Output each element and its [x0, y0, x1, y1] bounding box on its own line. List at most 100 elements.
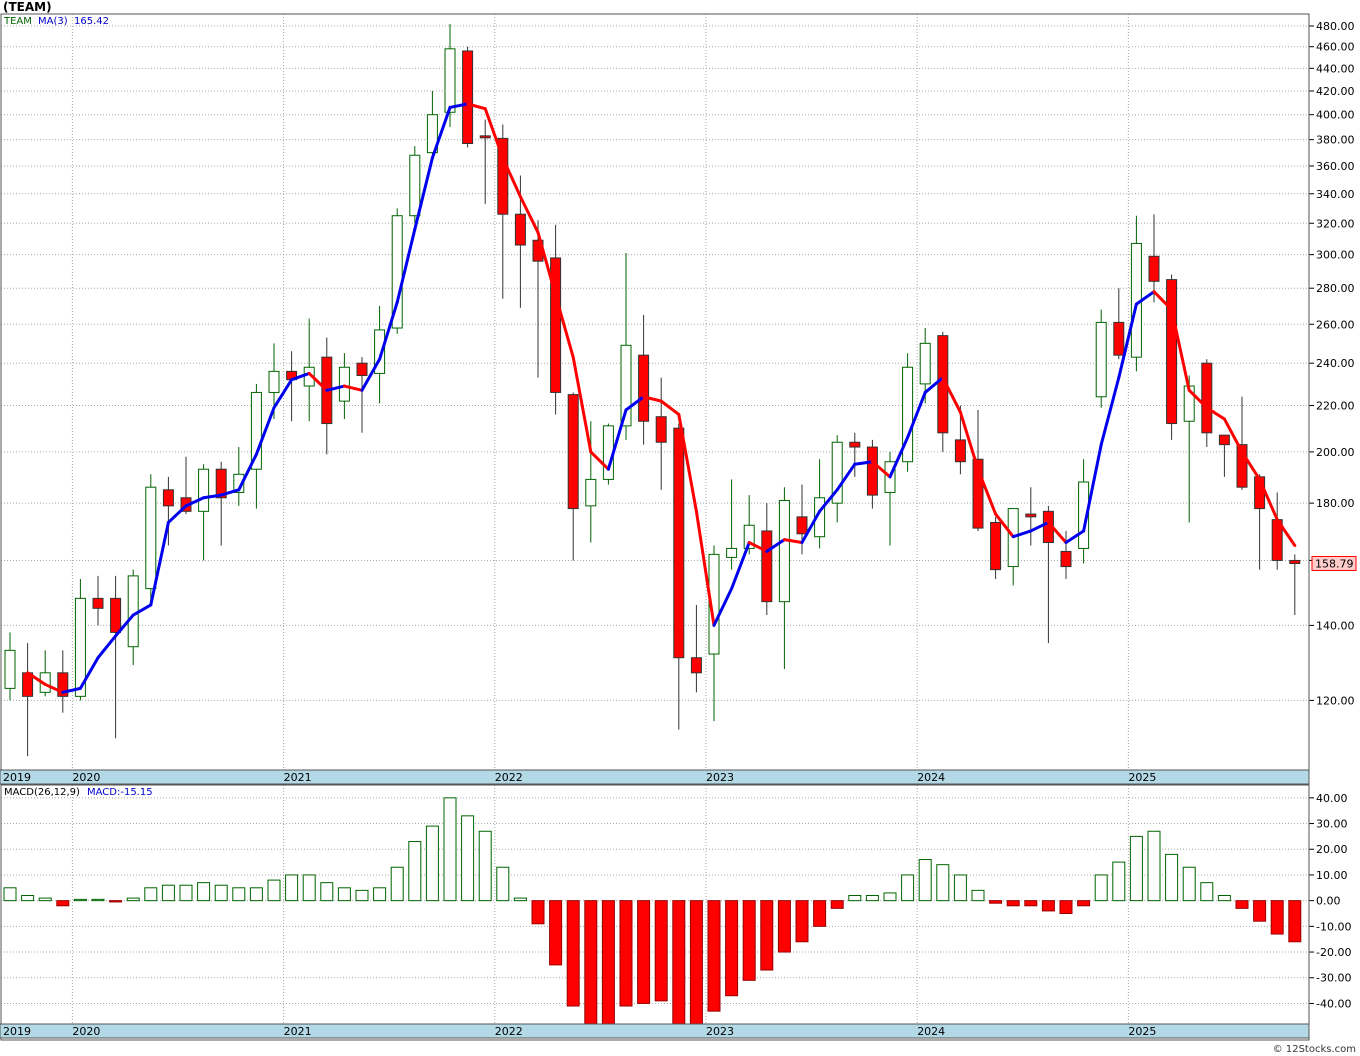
ma-segment — [43, 682, 65, 694]
price-tick-label: 280.00 — [1316, 282, 1355, 295]
candle — [726, 479, 738, 570]
candle-body — [849, 441, 861, 448]
price-legend-ma-label: MA(3) — [38, 16, 68, 27]
macd-bar — [918, 859, 932, 902]
ma-segment — [642, 395, 663, 403]
ma-segment — [694, 509, 716, 627]
ma-segment — [571, 355, 593, 454]
ma-segment — [518, 195, 540, 234]
price-year-band — [0, 769, 1310, 785]
year-label: 2019 — [3, 771, 31, 784]
candle — [690, 604, 702, 693]
year-label: 2020 — [72, 1025, 100, 1038]
price-tick-label: 380.00 — [1316, 134, 1355, 147]
macd-bar — [1006, 900, 1020, 907]
price-tick-label: 220.00 — [1316, 400, 1355, 413]
macd-bar — [443, 797, 457, 902]
candle-body — [268, 370, 280, 393]
candle-body — [444, 48, 456, 113]
year-label: 2024 — [917, 1025, 945, 1038]
ma-segment — [360, 357, 382, 392]
ma-segment — [1011, 529, 1033, 539]
price-tick-label: 260.00 — [1316, 318, 1355, 331]
macd-histogram — [3, 797, 1302, 1025]
last-price-box — [1311, 555, 1357, 571]
macd-bar — [830, 900, 844, 909]
ma-segment — [765, 538, 786, 553]
macd-bar — [73, 898, 87, 902]
macd-year-labels: 2019 2020 2021 2022 2023 2024 2025 — [3, 1025, 1156, 1038]
ma-segment — [501, 156, 522, 199]
candle — [585, 421, 597, 543]
macd-bar — [1094, 874, 1108, 902]
macd-tick-label: -10.00 — [1316, 920, 1351, 933]
macd-bar — [1147, 830, 1161, 902]
macd-bar — [408, 841, 422, 902]
price-legend-ma-value: 165.42 — [74, 16, 109, 27]
price-tick-label: 120.00 — [1316, 694, 1355, 707]
macd-bar — [126, 897, 140, 902]
macd-panel: -40.00 -30.00 -20.00 -10.00 0.00 10.00 20.00 30… — [0, 784, 1351, 1041]
macd-bar — [760, 900, 774, 971]
ma-segment — [1064, 529, 1086, 545]
candle-body — [426, 114, 438, 154]
candle — [1289, 554, 1301, 616]
macd-bar — [21, 895, 35, 902]
macd-bar — [707, 900, 721, 1012]
ma-segment — [677, 412, 698, 513]
ma-segment — [219, 488, 241, 497]
candle — [1078, 459, 1090, 564]
candle-body — [374, 329, 386, 374]
macd-bar — [619, 900, 633, 1007]
macd-tick-label: -20.00 — [1316, 946, 1351, 959]
macd-bar — [1024, 900, 1038, 907]
macd-bar — [1112, 861, 1126, 902]
year-label: 2024 — [917, 771, 945, 784]
candle-body — [690, 657, 702, 674]
macd-bar — [144, 887, 158, 902]
price-tick-label: 300.00 — [1316, 249, 1355, 262]
macd-bar — [285, 874, 299, 902]
macd-bar — [179, 884, 193, 902]
candle — [778, 487, 790, 669]
macd-bar — [742, 900, 756, 981]
macd-bar — [197, 882, 211, 902]
candle — [1095, 309, 1107, 408]
candle — [1201, 359, 1213, 448]
ma-segment — [1117, 302, 1138, 380]
ma-segment — [1222, 417, 1244, 454]
macd-bar — [232, 887, 246, 902]
ma-segment — [712, 587, 734, 627]
candle-body — [866, 446, 878, 496]
macd-bar — [601, 900, 615, 1025]
year-label: 2025 — [1128, 1025, 1156, 1038]
price-tick-label: 200.00 — [1316, 446, 1355, 459]
candle — [550, 224, 562, 415]
candle-body — [1025, 513, 1037, 518]
candle-body — [743, 524, 755, 549]
macd-bar — [531, 900, 545, 925]
candle-body — [391, 215, 403, 329]
candle — [655, 377, 667, 490]
ma-segment — [1170, 308, 1191, 392]
year-label: 2025 — [1128, 771, 1156, 784]
ma-segment — [1187, 388, 1209, 410]
ma-segment — [430, 105, 452, 160]
candle-body — [761, 530, 773, 603]
candle — [162, 476, 174, 546]
ma-segment — [1240, 450, 1262, 481]
macd-legend-label: MACD(26,12,9) — [4, 787, 80, 798]
ma-segment — [1082, 443, 1103, 533]
candle — [866, 439, 878, 509]
year-label: 2023 — [706, 1025, 734, 1038]
ma-segment — [782, 538, 804, 545]
macd-axis-ticks: -40.00 -30.00 -20.00 -10.00 0.00 10.00 20.00 30… — [1309, 792, 1351, 1010]
candle — [110, 575, 122, 739]
candle — [198, 464, 210, 561]
macd-bar — [302, 874, 316, 902]
macd-bar — [355, 889, 369, 902]
candle-body — [1201, 362, 1213, 434]
candle — [250, 383, 262, 509]
price-year-labels: 2019 2020 2021 2022 2023 2024 2025 — [3, 771, 1156, 784]
ma-segment — [958, 410, 980, 471]
